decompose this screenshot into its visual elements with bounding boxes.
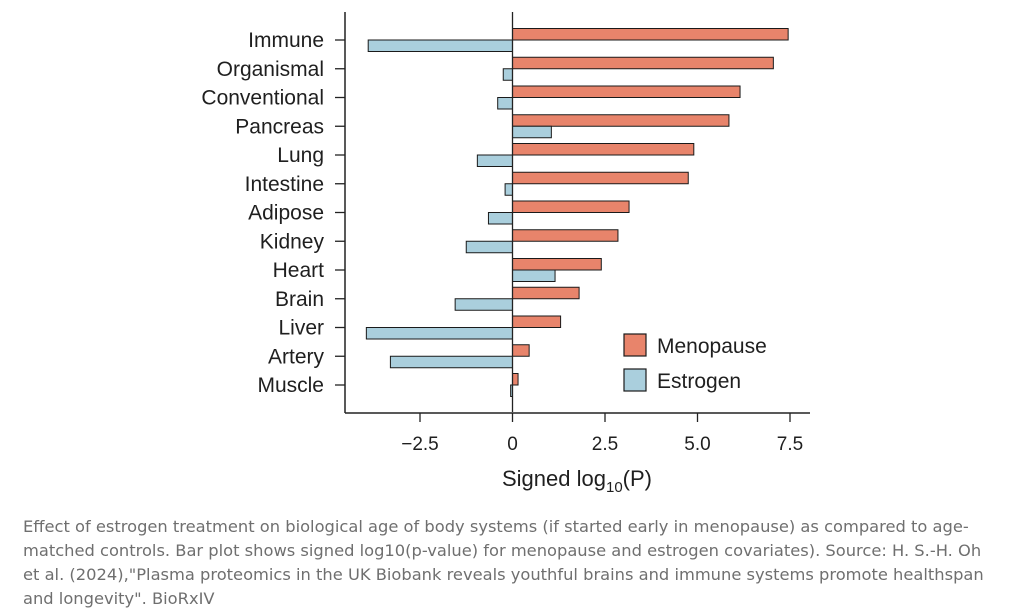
bar-menopause-kidney — [512, 229, 619, 242]
bar-estrogen-brain — [454, 298, 513, 311]
y-tick-label-liver: Liver — [278, 317, 324, 340]
x-tick-label-3: 5.0 — [684, 434, 710, 455]
x-tick-label-0: −2.5 — [401, 434, 439, 455]
bar-chart: Immune Organismal Conventional Pancreas Lung… — [201, 12, 810, 496]
bar-estrogen-pancreas — [512, 125, 552, 139]
bar-estrogen-organismal — [502, 68, 513, 81]
bar-menopause-heart — [512, 258, 602, 271]
figure-caption: Effect of estrogen treatment on biologic… — [23, 517, 984, 608]
bars-group — [365, 28, 789, 397]
y-tick-label-adipose: Adipose — [248, 202, 324, 225]
bar-menopause-intestine — [512, 171, 689, 185]
y-tick-label-intestine: Intestine — [245, 173, 324, 196]
bar-estrogen-kidney — [465, 240, 513, 254]
bar-estrogen-intestine — [504, 183, 514, 196]
chart-figure: Immune Organismal Conventional Pancreas Lung… — [201, 12, 810, 496]
y-tick-label-organismal: Organismal — [217, 58, 324, 81]
y-tick-label-conventional: Conventional — [201, 87, 324, 110]
bar-menopause-liver — [512, 315, 562, 328]
x-ticks-group: −2.5 0 2.5 5.0 7.5 — [401, 413, 803, 455]
x-tick-label-1: 0 — [507, 434, 518, 455]
y-tick-label-brain: Brain — [275, 288, 324, 311]
y-tick-label-muscle: Muscle — [257, 374, 324, 397]
legend-label-menopause: Menopause — [657, 335, 767, 358]
bar-menopause-artery — [512, 344, 530, 357]
y-tick-label-lung: Lung — [277, 144, 324, 167]
legend-swatch-estrogen — [623, 368, 647, 392]
x-axis-label-argument: (P) — [623, 466, 652, 491]
bar-menopause-pancreas — [512, 114, 730, 127]
x-tick-label-2: 2.5 — [592, 434, 618, 455]
bar-menopause-lung — [512, 143, 695, 156]
bar-menopause-immune — [512, 28, 789, 41]
bar-menopause-adipose — [512, 200, 630, 213]
bar-estrogen-liver — [365, 327, 513, 340]
legend-label-estrogen: Estrogen — [657, 370, 741, 393]
y-ticks-group: Immune Organismal Conventional Pancreas Lung… — [201, 29, 345, 397]
y-tick-label-artery: Artery — [268, 345, 325, 368]
x-tick-label-4: 7.5 — [777, 434, 803, 455]
bar-menopause-organismal — [512, 56, 774, 70]
bar-menopause-conventional — [512, 85, 741, 98]
legend-swatch-menopause — [623, 333, 647, 357]
bar-menopause-muscle — [512, 373, 519, 386]
x-axis-label-subscript: 10 — [606, 479, 623, 496]
y-tick-label-heart: Heart — [273, 259, 325, 282]
y-tick-label-kidney: Kidney — [260, 230, 325, 253]
bar-estrogen-adipose — [487, 212, 514, 225]
y-tick-label-immune: Immune — [248, 29, 324, 52]
x-axis-label: Signed log10(P) — [502, 466, 652, 496]
y-tick-label-pancreas: Pancreas — [235, 115, 324, 138]
bar-estrogen-immune — [367, 39, 514, 52]
legend: Menopause Estrogen — [623, 333, 767, 393]
bar-estrogen-lung — [476, 154, 514, 167]
bar-estrogen-heart — [512, 269, 556, 282]
bar-menopause-brain — [512, 286, 580, 300]
bar-estrogen-conventional — [497, 97, 514, 110]
x-axis-label-main: Signed log — [502, 466, 606, 491]
bar-estrogen-artery — [389, 355, 513, 369]
